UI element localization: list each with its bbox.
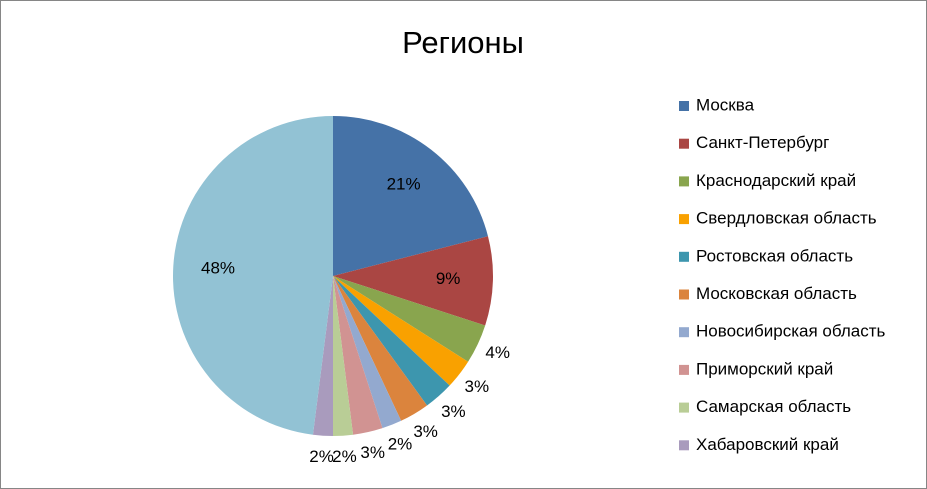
chart-title: Регионы bbox=[402, 25, 524, 60]
data-label: 4% bbox=[485, 343, 510, 362]
legend-swatch bbox=[679, 289, 689, 300]
pie-slice bbox=[312, 276, 333, 437]
legend-swatch bbox=[679, 440, 689, 451]
data-label: 3% bbox=[465, 377, 490, 396]
legend-label: Московская область bbox=[696, 284, 857, 303]
data-label: 9% bbox=[436, 269, 461, 288]
data-label: 2% bbox=[388, 435, 413, 454]
pie-slice bbox=[172, 116, 333, 435]
pie-slice bbox=[333, 276, 428, 421]
legend-swatch bbox=[679, 402, 689, 413]
data-label: 3% bbox=[441, 402, 466, 421]
pie-slice bbox=[333, 236, 493, 326]
legend-swatch bbox=[679, 138, 689, 149]
pie-slice bbox=[333, 276, 354, 437]
legend-label: Приморский край bbox=[696, 359, 833, 378]
legend-swatch bbox=[679, 251, 689, 262]
legend-swatch bbox=[679, 101, 689, 111]
pie-slice bbox=[333, 116, 488, 276]
legend-swatch bbox=[679, 176, 689, 187]
pie-slice bbox=[333, 276, 486, 362]
pie-slice bbox=[333, 276, 469, 386]
legend-label: Краснодарский край bbox=[696, 171, 856, 190]
data-label: 21% bbox=[387, 174, 421, 193]
data-label: 3% bbox=[360, 443, 385, 462]
data-label: 2% bbox=[309, 447, 334, 466]
legend-label: Свердловская область bbox=[696, 209, 877, 228]
pie-slice bbox=[333, 276, 450, 406]
legend-swatch bbox=[679, 214, 689, 225]
legend-label: Москва bbox=[696, 95, 755, 114]
pie-slice bbox=[333, 276, 383, 435]
pie-slice bbox=[333, 276, 402, 429]
legend-label: Хабаровский край bbox=[696, 435, 839, 454]
legend-swatch bbox=[679, 327, 689, 338]
legend-label: Ростовская область bbox=[696, 246, 853, 265]
data-label: 3% bbox=[413, 422, 438, 441]
data-label: 2% bbox=[332, 447, 357, 466]
legend-label: Новосибирская область bbox=[696, 322, 885, 341]
legend-label: Санкт-Петербург bbox=[696, 133, 829, 152]
legend-swatch bbox=[679, 364, 689, 375]
legend-label: Самарская область bbox=[696, 397, 851, 416]
data-label: 48% bbox=[201, 258, 235, 277]
